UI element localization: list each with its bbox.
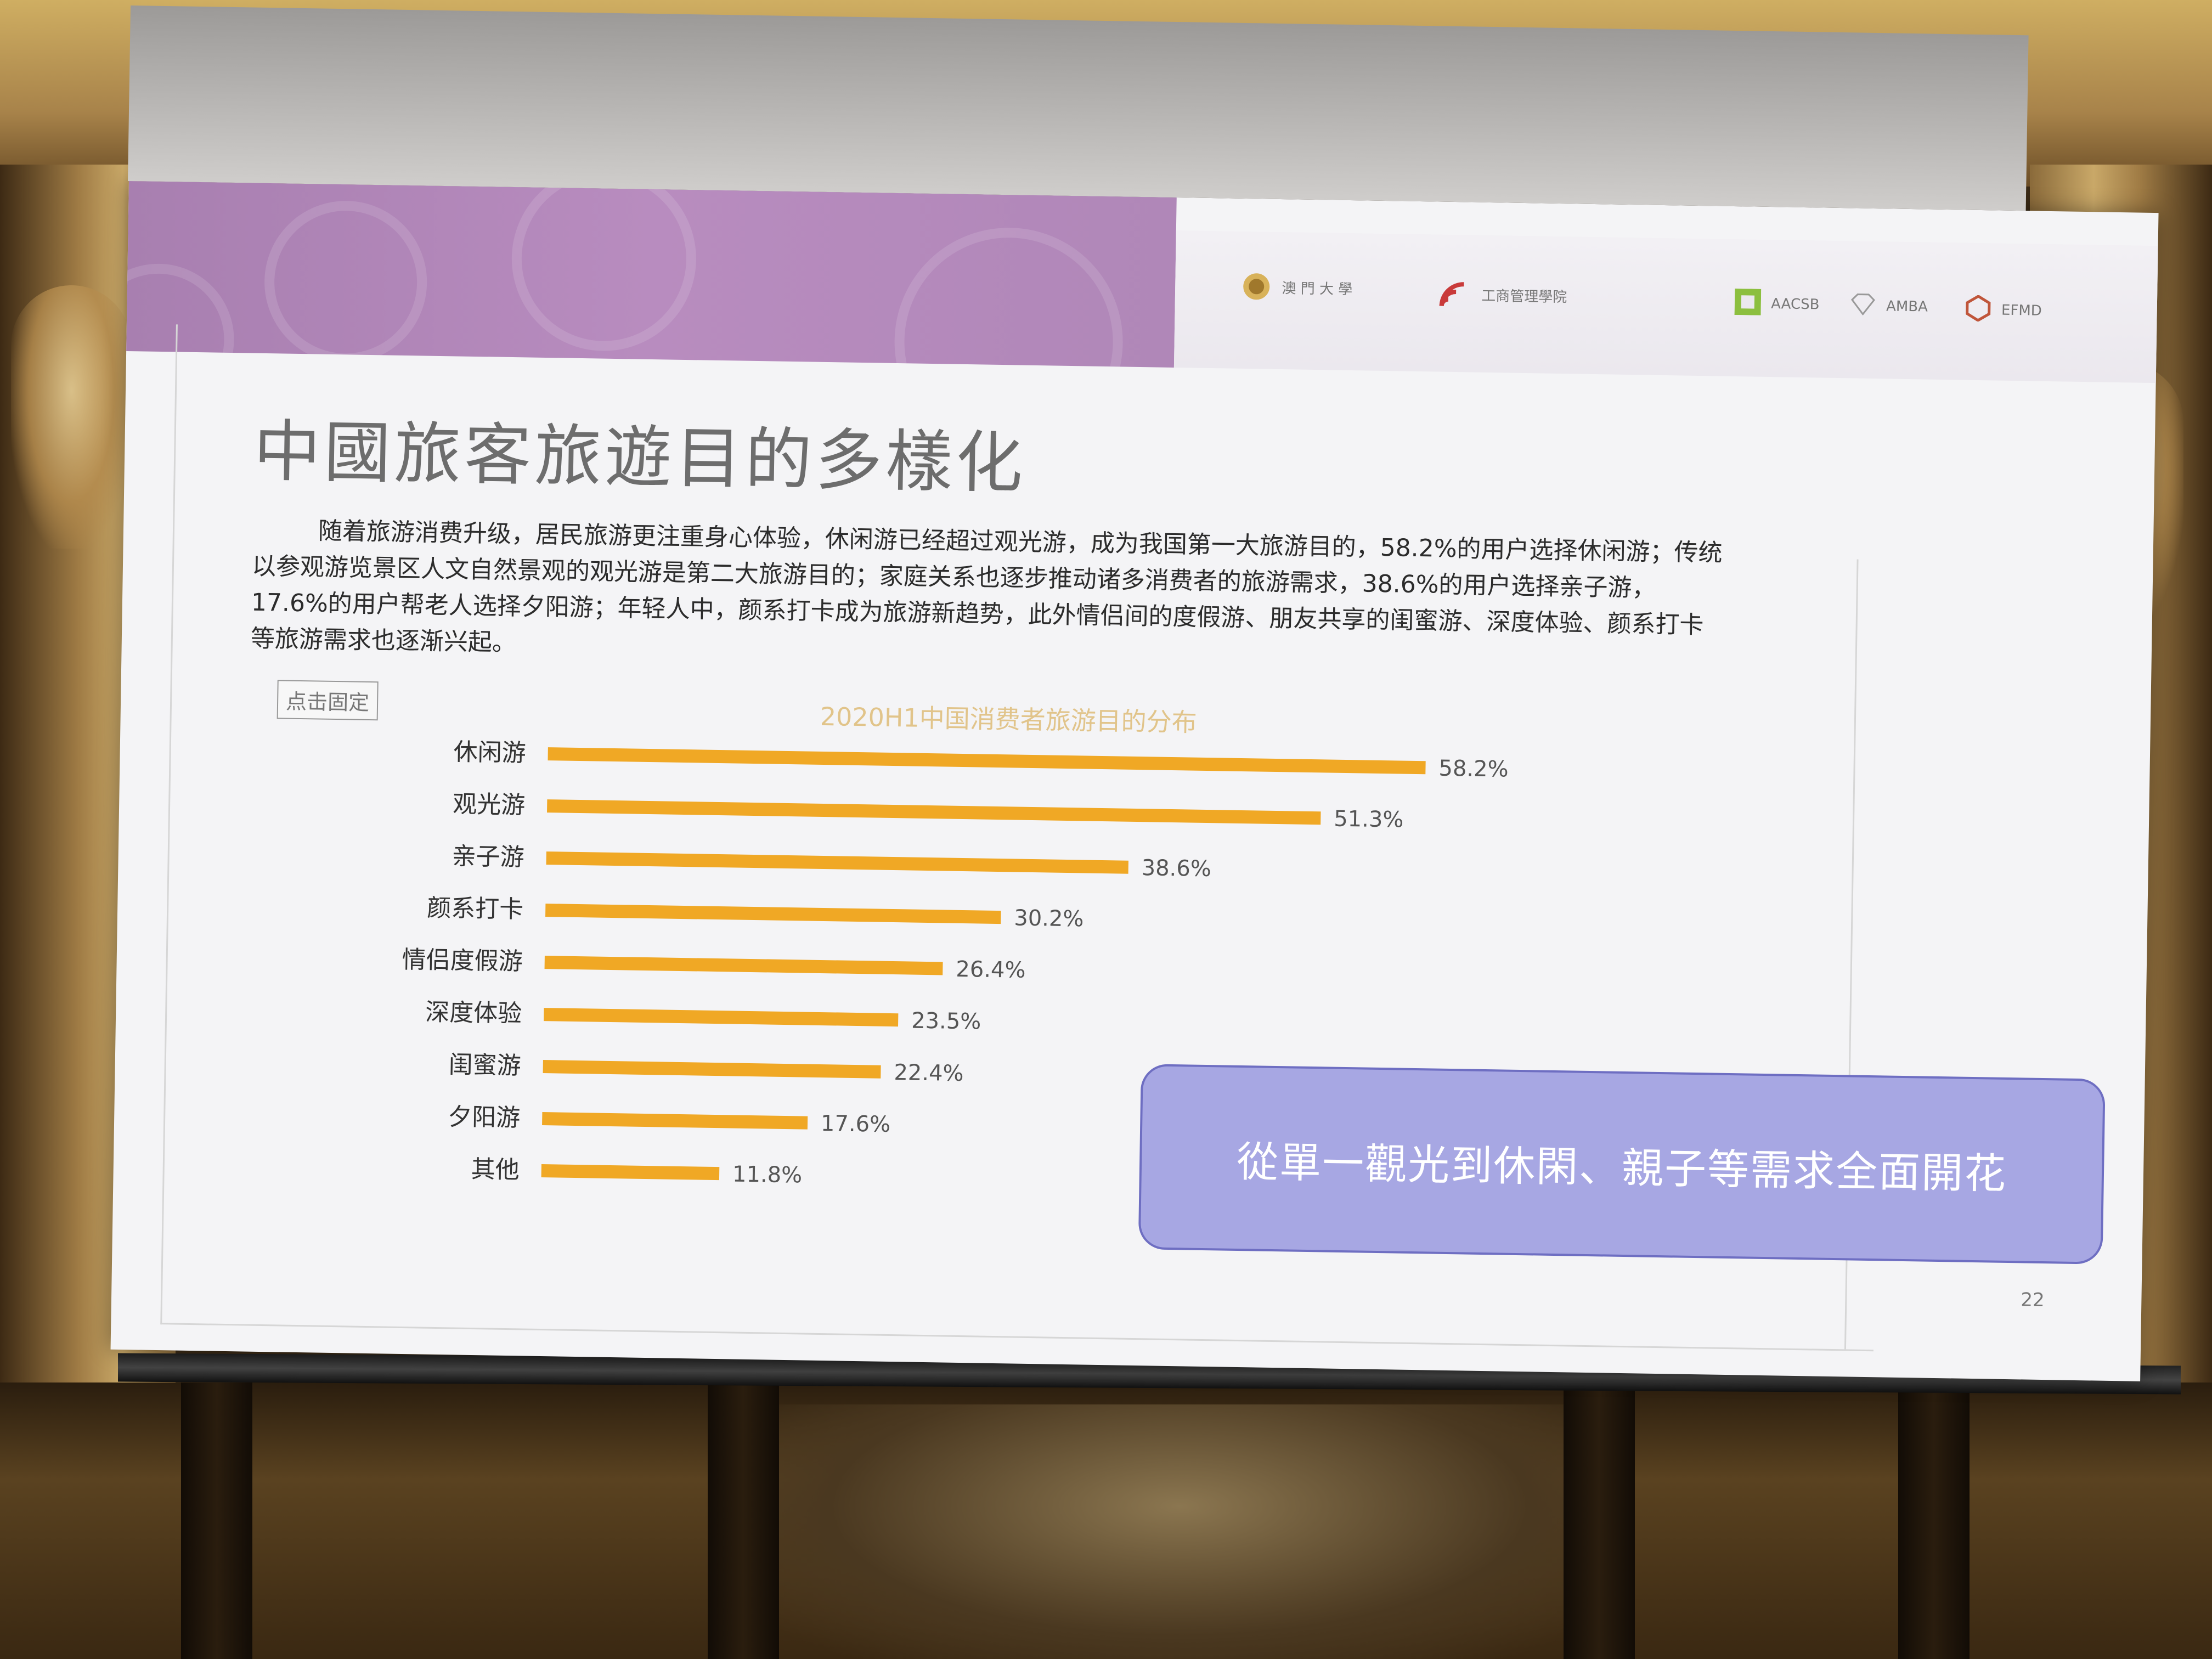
value-label: 58.2% — [1438, 756, 1509, 782]
bar — [548, 747, 1426, 775]
category-label: 其他 — [471, 1155, 520, 1184]
page-number: 22 — [2021, 1289, 2045, 1312]
left-wall-ornament — [11, 285, 132, 549]
bar — [544, 956, 943, 975]
amba-logo: AMBA — [1849, 293, 1928, 320]
bar — [544, 1008, 899, 1027]
bar — [541, 1164, 720, 1181]
bar-chart: 休闲游 58.2% 观光游 51.3% 亲子游 38.6% 颜系打卡 30.2% 情侣度假游 26… — [402, 738, 1509, 1188]
pillar — [708, 1383, 779, 1659]
category-label: 休闲游 — [453, 738, 526, 767]
efmd-hexagon-icon — [1965, 295, 1991, 326]
bar — [542, 1112, 808, 1130]
aacsb-square-icon — [1734, 289, 1762, 319]
value-label: 30.2% — [1014, 906, 1084, 932]
summary-callout: 從單一觀光到休閑、親子等需求全面開花 — [1138, 1064, 2106, 1265]
value-label: 26.4% — [956, 957, 1026, 983]
um-logo: 澳 門 大 學 — [1241, 270, 1353, 308]
value-label: 23.5% — [911, 1008, 981, 1035]
institution-logos: 澳 門 大 學 工商管理學院 AACSB AMBA EFMD — [1173, 230, 2158, 383]
category-label: 观光游 — [453, 790, 526, 819]
pillar — [1564, 1383, 1635, 1659]
value-label: 11.8% — [732, 1162, 803, 1188]
value-label: 38.6% — [1141, 855, 1211, 882]
category-label: 闺蜜游 — [448, 1051, 521, 1080]
category-label: 情侣度假游 — [402, 946, 523, 975]
value-label: 22.4% — [894, 1060, 964, 1086]
bar — [545, 904, 1001, 924]
pillar — [1898, 1383, 1970, 1659]
room-light-reflection — [768, 1404, 1591, 1659]
efmd-logo: EFMD — [1965, 295, 2042, 326]
category-label: 夕阳游 — [448, 1103, 521, 1132]
fba-logo: 工商管理學院 — [1438, 279, 1567, 315]
category-label: 颜系打卡 — [427, 894, 524, 924]
presentation-slide: 澳 門 大 學 工商管理學院 AACSB AMBA EFMD 中國 — [110, 5, 2159, 1381]
aacsb-logo: AACSB — [1734, 289, 1820, 320]
pillar — [181, 1383, 252, 1659]
amba-diamond-icon — [1849, 293, 1876, 319]
bar — [543, 1060, 881, 1079]
value-label: 51.3% — [1334, 806, 1404, 833]
bar — [546, 851, 1128, 874]
um-crest-icon — [1241, 270, 1272, 307]
bar — [547, 799, 1321, 825]
category-label: 亲子游 — [452, 842, 524, 871]
fba-signal-icon — [1438, 279, 1472, 314]
category-label: 深度体验 — [425, 998, 522, 1028]
value-label: 17.6% — [821, 1111, 891, 1137]
screen-top-edge — [128, 5, 2029, 211]
